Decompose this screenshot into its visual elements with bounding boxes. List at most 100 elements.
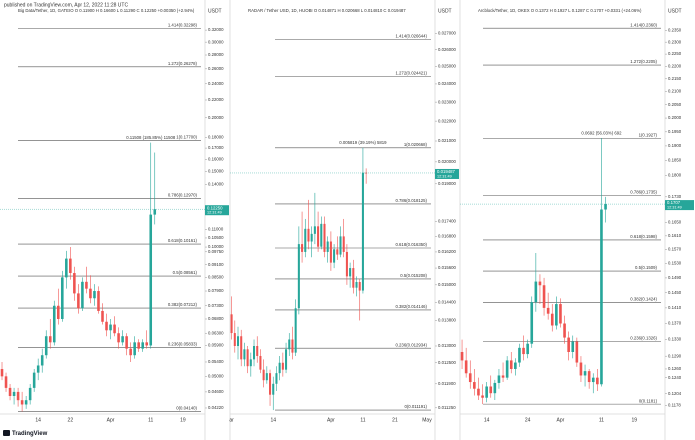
x-tick-label: Apr <box>327 417 335 423</box>
y-tick-label: 0.14000 <box>208 181 224 186</box>
y-tick-label: 0.32000 <box>208 27 224 32</box>
candle-body <box>4 376 8 388</box>
chart-panel: RADAR / Tether USD, 1D, HUOBI O 0.014871… <box>229 0 461 440</box>
candle-body <box>262 369 265 381</box>
candle-body <box>481 395 484 398</box>
candle-body <box>85 281 88 289</box>
fib-label: 1.272(0.024421) <box>395 71 427 76</box>
candle-body <box>538 281 542 286</box>
candle-body <box>93 291 96 299</box>
y-tick-label: 0.22000 <box>208 97 224 102</box>
fib-label: 0(0.011191) <box>404 404 427 409</box>
y-tick-label: 0.1950 <box>668 129 682 134</box>
y-tick-label: 0.18000 <box>208 135 224 140</box>
fib-label: 0.5(0.015208) <box>400 273 427 278</box>
candle-body <box>285 349 288 370</box>
candle-body <box>297 244 300 309</box>
fib-label: 0.618(0.10161) <box>168 238 198 243</box>
candle-body <box>233 333 236 346</box>
y-tick-label: 0.07900 <box>208 288 224 293</box>
chart-panel: Big Data/Tether, 1D, GATEIO O 0.11900 H … <box>0 0 231 440</box>
candle-body <box>40 355 44 366</box>
candle-body <box>288 339 291 350</box>
candle-body <box>256 345 259 356</box>
x-tick-label: 24 <box>525 417 531 423</box>
candle-body <box>604 204 607 210</box>
candle-body <box>596 377 599 385</box>
y-tick-label: 0.1800 <box>668 172 682 177</box>
candle-body <box>48 336 52 343</box>
candle-body <box>230 314 233 334</box>
x-tick-label: 22 <box>68 417 74 423</box>
x-tick-label: 14 <box>484 417 490 423</box>
candle-body <box>259 355 262 370</box>
y-tick-label: 0.16000 <box>208 157 224 162</box>
candle-body <box>65 258 68 278</box>
fib-label: 0.786(0.018125) <box>395 198 427 203</box>
candle-body <box>559 304 562 324</box>
candle-body <box>121 336 124 343</box>
y-tick-label: 0.1178 <box>668 403 681 408</box>
x-tick-label: 19 <box>180 417 186 423</box>
candle-body <box>265 373 268 381</box>
y-tick-label: 0.1610 <box>668 233 682 238</box>
candle-body <box>145 342 149 346</box>
candle-body <box>81 281 84 309</box>
fib-label: 1.414(0.2360) <box>630 22 657 27</box>
y-tick-label: 0.20000 <box>208 115 224 120</box>
y-tick-label: 0.022000 <box>438 118 457 123</box>
candle-body <box>497 375 501 383</box>
y-tick-label: 0.013800 <box>438 318 457 323</box>
candle-body <box>336 249 339 255</box>
countdown: 12:31:49 <box>667 206 682 210</box>
y-tick-label: 0.024000 <box>438 81 457 86</box>
y-tick-label: 0.014400 <box>438 299 457 304</box>
candle-body <box>291 339 294 353</box>
candle-body <box>534 281 538 303</box>
candle-body <box>567 337 570 352</box>
candle-body <box>493 382 497 394</box>
y-tick-label: 0.09100 <box>208 262 224 267</box>
candle-body <box>16 391 20 401</box>
candle-body <box>137 342 140 349</box>
y-tick-label: 0.1260 <box>668 366 682 371</box>
candle-body <box>526 343 529 355</box>
measure-annotation: 0.005819 (39.19%) 5819 <box>339 140 387 145</box>
candle-body <box>141 342 144 349</box>
candle-body <box>310 233 313 242</box>
measure-annotation: 0.11508 (185.85%) 11508 <box>126 135 176 140</box>
axis-unit: USDT <box>438 8 452 14</box>
y-tick-label: 0.026000 <box>438 47 457 52</box>
x-tick-label: May <box>422 417 432 423</box>
candle-body <box>600 209 603 385</box>
candle-body <box>77 293 80 309</box>
candle-body <box>317 226 320 247</box>
fib-label: 0.618(0.016350) <box>395 242 427 247</box>
candle-body <box>109 324 112 331</box>
fib-label: 1.414(0.32298) <box>168 23 198 28</box>
candle-body <box>32 372 36 388</box>
y-tick-label: 0.012500 <box>438 360 457 365</box>
x-tick-label: 11 <box>599 417 604 423</box>
y-tick-label: 0.1370 <box>668 321 682 326</box>
candle-body <box>12 391 16 396</box>
fib-label: 1(0.17700) <box>176 135 197 140</box>
y-tick-label: 0.2000 <box>668 115 682 120</box>
candle-body <box>24 400 28 405</box>
y-tick-label: 0.1410 <box>668 305 682 310</box>
candle-body <box>113 324 116 334</box>
fib-label: 1.272(0.26278) <box>168 61 198 66</box>
fib-label: 0.236(0.1326) <box>630 335 657 340</box>
fib-label: 0.5(0.08561) <box>173 270 198 275</box>
fib-label: 1.414(0.026644) <box>395 33 427 38</box>
y-tick-label: 0.2350 <box>668 28 682 33</box>
y-tick-label: 0.1290 <box>668 353 682 358</box>
x-tick-label: 14 <box>270 417 276 423</box>
y-tick-label: 0.015600 <box>438 265 457 270</box>
y-tick-label: 0.015000 <box>438 282 457 287</box>
y-tick-label: 0.07300 <box>208 303 224 308</box>
y-tick-label: 0.10500 <box>208 235 224 240</box>
candle-body <box>246 349 249 367</box>
y-tick-label: 0.1204 <box>668 391 682 396</box>
